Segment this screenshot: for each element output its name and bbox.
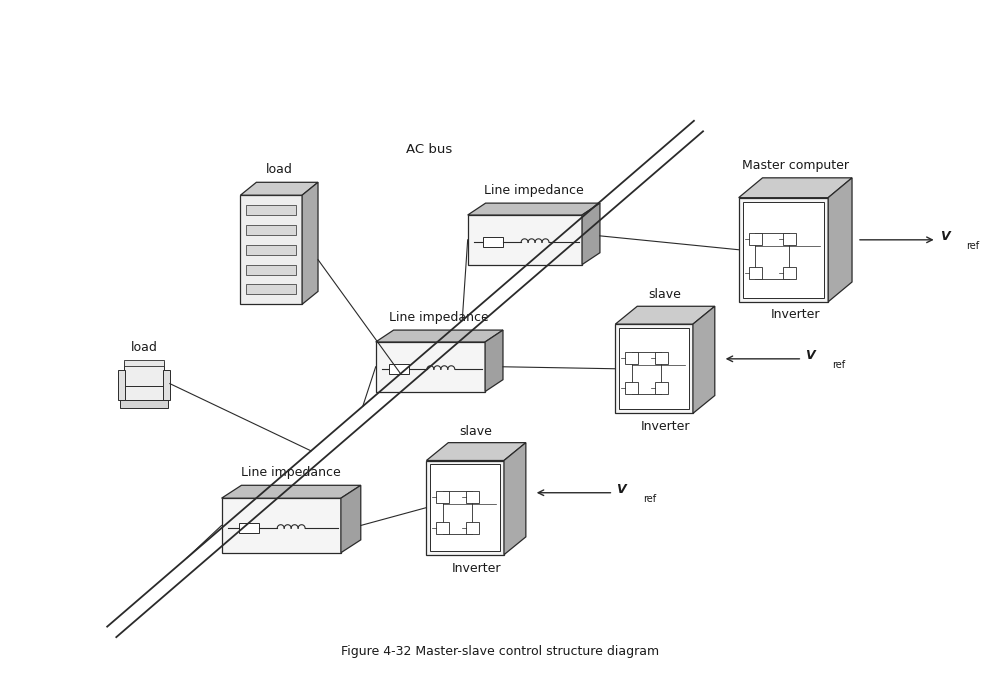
- Text: $\bfit{V}$: $\bfit{V}$: [805, 350, 818, 363]
- Bar: [655, 382, 668, 394]
- Polygon shape: [582, 203, 600, 265]
- Bar: [436, 491, 449, 503]
- Polygon shape: [693, 306, 715, 414]
- Polygon shape: [376, 330, 503, 342]
- Bar: [625, 382, 638, 394]
- Text: slave: slave: [460, 424, 493, 438]
- Text: Inverter: Inverter: [640, 420, 690, 433]
- Bar: [239, 524, 259, 533]
- Bar: [749, 267, 762, 279]
- Bar: [430, 464, 500, 551]
- Bar: [783, 233, 796, 244]
- Text: $\bfit{V}$: $\bfit{V}$: [940, 230, 952, 243]
- Polygon shape: [240, 195, 302, 304]
- Text: Line impedance: Line impedance: [389, 311, 489, 324]
- Polygon shape: [240, 182, 318, 195]
- Text: AC bus: AC bus: [406, 143, 452, 155]
- Bar: [743, 202, 824, 298]
- Bar: [118, 370, 125, 399]
- Bar: [783, 267, 796, 279]
- Bar: [124, 386, 164, 399]
- Text: load: load: [131, 341, 157, 354]
- Bar: [246, 225, 296, 235]
- Text: slave: slave: [649, 289, 682, 301]
- Polygon shape: [468, 215, 582, 265]
- Polygon shape: [426, 443, 526, 460]
- Bar: [246, 205, 296, 215]
- Bar: [389, 365, 409, 374]
- Bar: [466, 522, 479, 534]
- Polygon shape: [828, 178, 852, 301]
- Polygon shape: [302, 182, 318, 304]
- Bar: [466, 491, 479, 503]
- Polygon shape: [739, 178, 852, 198]
- Bar: [120, 399, 168, 409]
- Bar: [124, 362, 164, 386]
- Bar: [749, 233, 762, 244]
- Bar: [483, 238, 503, 247]
- Text: ref: ref: [966, 241, 980, 251]
- Polygon shape: [426, 460, 504, 555]
- Text: ref: ref: [832, 360, 845, 370]
- Text: Line impedance: Line impedance: [241, 466, 341, 479]
- Polygon shape: [485, 330, 503, 392]
- Bar: [436, 522, 449, 534]
- Bar: [619, 328, 689, 409]
- Polygon shape: [341, 485, 361, 553]
- Bar: [246, 265, 296, 274]
- Text: Figure 4-32 Master-slave control structure diagram: Figure 4-32 Master-slave control structu…: [341, 645, 659, 659]
- Polygon shape: [615, 306, 715, 324]
- Polygon shape: [222, 498, 341, 553]
- Bar: [246, 245, 296, 255]
- Bar: [246, 285, 296, 295]
- Text: Inverter: Inverter: [771, 308, 820, 320]
- Text: Inverter: Inverter: [451, 562, 501, 574]
- Polygon shape: [739, 198, 828, 301]
- Text: $\bfit{V}$: $\bfit{V}$: [616, 483, 629, 496]
- Bar: [625, 352, 638, 365]
- Bar: [163, 370, 170, 399]
- Text: load: load: [266, 164, 293, 177]
- Polygon shape: [468, 203, 600, 215]
- Text: Master computer: Master computer: [742, 159, 849, 172]
- Polygon shape: [504, 443, 526, 555]
- Text: ref: ref: [643, 494, 656, 504]
- Polygon shape: [615, 324, 693, 414]
- Polygon shape: [376, 342, 485, 392]
- Polygon shape: [222, 485, 361, 498]
- Bar: [655, 352, 668, 365]
- Bar: [124, 360, 164, 366]
- Text: Line impedance: Line impedance: [484, 184, 584, 197]
